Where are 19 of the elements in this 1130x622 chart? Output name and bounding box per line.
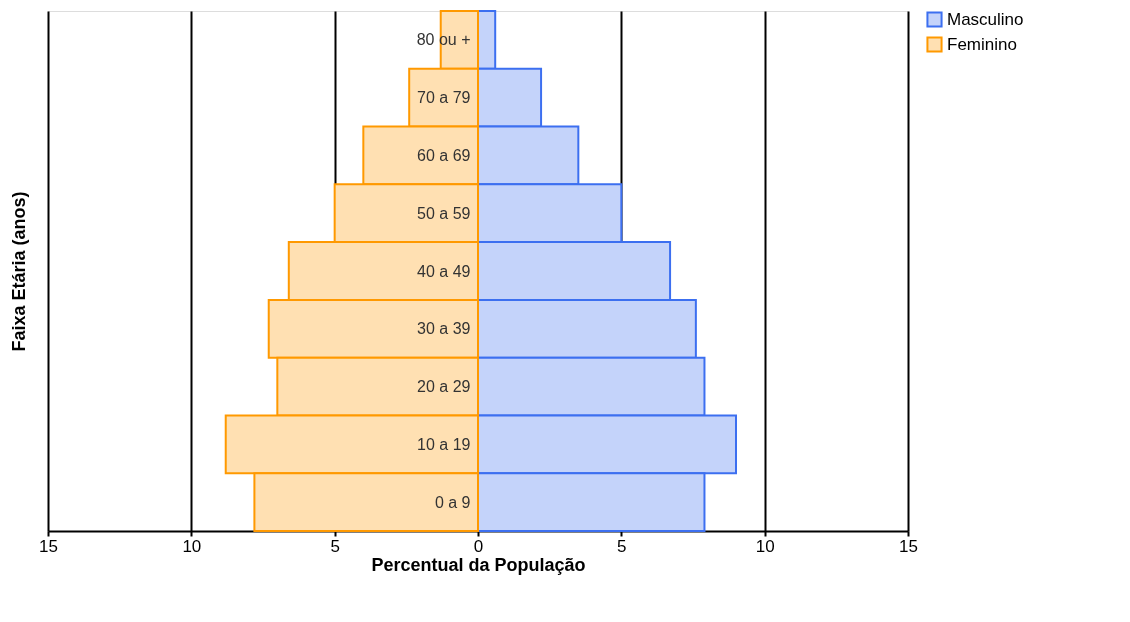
x-tick-label: 15 xyxy=(39,536,58,556)
y-tick-label: 0 a 9 xyxy=(434,493,471,511)
x-tick-label: 5 xyxy=(617,536,627,556)
x-tick-label: 5 xyxy=(330,536,340,556)
y-tick-label: 60 a 69 xyxy=(417,146,471,164)
legend-label: Masculino xyxy=(947,9,1024,29)
y-tick-label: 50 a 59 xyxy=(417,204,471,222)
legend-label: Feminino xyxy=(947,34,1017,54)
y-tick-label: 20 a 29 xyxy=(417,378,471,396)
y-tick-label: 40 a 49 xyxy=(417,262,471,280)
x-tick-label: 0 xyxy=(473,536,484,556)
x-axis-title: Percentual da População xyxy=(371,554,586,575)
x-tick-label: 10 xyxy=(182,536,202,556)
y-axis-title: Faixa Etária (anos) xyxy=(8,191,29,352)
x-tick-label: 10 xyxy=(755,536,775,556)
y-tick-label: 70 a 79 xyxy=(417,89,471,107)
y-tick-label: 10 a 19 xyxy=(417,435,471,453)
x-tick-label: 15 xyxy=(899,536,918,556)
y-tick-label: 30 a 39 xyxy=(417,320,471,338)
